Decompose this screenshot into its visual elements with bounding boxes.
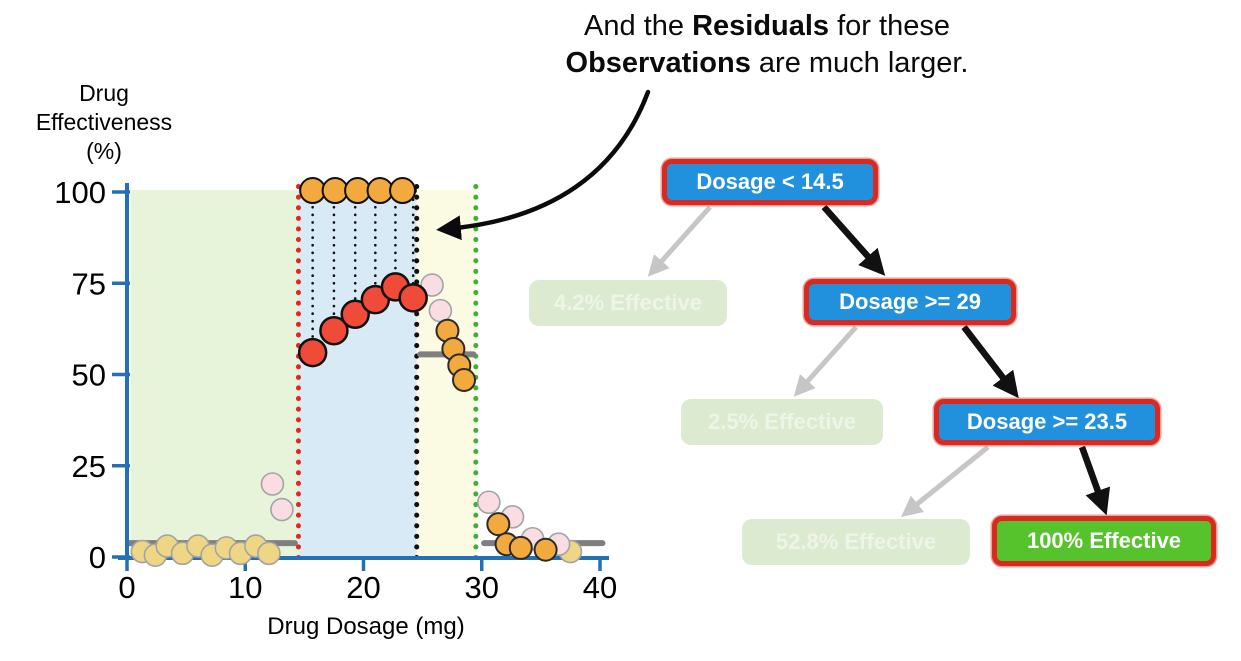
y-tick-label: 50: [72, 358, 106, 393]
data-points: [130, 177, 583, 567]
annotation-text: And the Residuals for these Observations …: [565, 10, 969, 80]
y-tick-label: 75: [72, 266, 106, 301]
data-point: [452, 367, 477, 392]
region-shading: [130, 190, 476, 558]
data-point: [257, 541, 281, 566]
tree-leaf-52-8-effective: 52.8% Effective: [742, 519, 970, 565]
y-tick-label: 25: [72, 449, 106, 484]
y-axis-title: Effectiveness: [36, 109, 172, 135]
x-tick-label: 0: [118, 570, 135, 605]
x-axis-title: Drug Dosage (mg): [267, 613, 464, 640]
axes: 0 10 20 30 40 0 25 50 75 100 Drug Effectiveness (%) D…: [36, 80, 617, 640]
data-point: [486, 512, 511, 537]
data-point: [389, 177, 417, 205]
x-tick-label: 10: [228, 570, 262, 605]
annotation-curved-arrow: [436, 89, 651, 241]
tree-leaf-4-2-effective: 4.2% Effective: [529, 280, 727, 326]
data-point: [340, 299, 370, 330]
y-tick-label: 0: [89, 540, 106, 575]
data-point: [533, 537, 558, 562]
tree-node-dosage-lt-14-5: Dosage < 14.5: [662, 159, 878, 205]
data-point: [398, 283, 428, 313]
tree-leaf-2-5-effective: 2.5% Effective: [681, 399, 883, 445]
data-point: [319, 315, 349, 346]
y-tick-label: 100: [54, 175, 106, 210]
data-point: [508, 535, 533, 560]
tree-node-dosage-ge-29: Dosage >= 29: [804, 279, 1016, 325]
split-threshold-lines: [295, 184, 479, 565]
tree-leaf-100-effective: 100% Effective: [992, 516, 1216, 566]
data-point: [477, 490, 501, 515]
tree-edges: [647, 204, 1111, 517]
x-tick-label: 40: [583, 570, 617, 605]
residual-lines: [311, 190, 415, 354]
y-axis-title: Drug: [79, 80, 129, 106]
x-tick-label: 20: [346, 570, 380, 605]
data-point: [297, 337, 328, 368]
data-point: [260, 472, 285, 496]
tree-node-dosage-ge-23-5: Dosage >= 23.5: [934, 399, 1160, 445]
x-tick-label: 30: [465, 570, 499, 605]
y-axis-title: (%): [86, 138, 122, 164]
data-point: [420, 273, 444, 297]
data-point: [270, 497, 294, 522]
